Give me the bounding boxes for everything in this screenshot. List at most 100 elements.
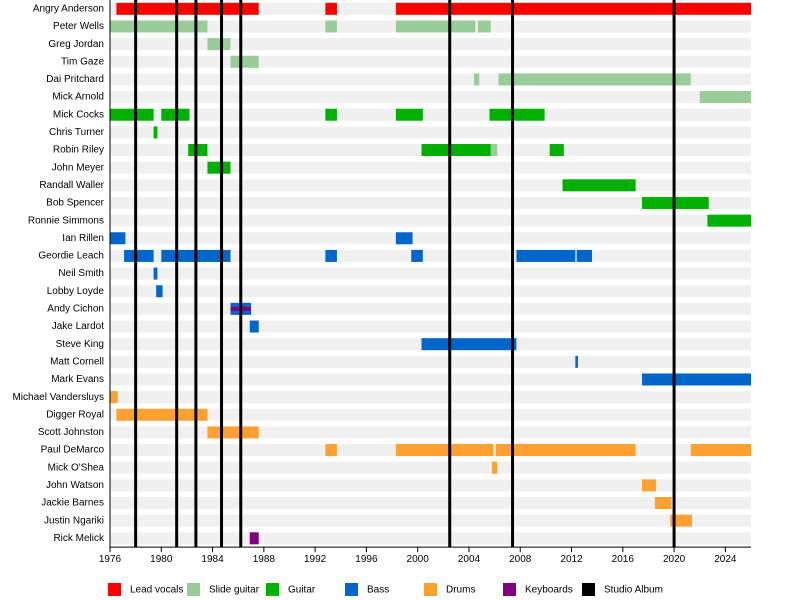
y-tick-label: Andy Cichon <box>47 304 104 315</box>
y-tick-label: Michael Vandersluys <box>12 392 104 403</box>
legend-label: Bass <box>367 585 389 596</box>
legend-swatch <box>424 583 437 596</box>
row-band <box>110 461 751 474</box>
row-band <box>110 514 751 527</box>
span-bar <box>421 338 517 351</box>
span-bar <box>325 20 337 33</box>
y-tick-label: Rick Melick <box>53 533 105 544</box>
y-tick-label: Neil Smith <box>58 268 104 279</box>
x-tick-label: 1980 <box>150 554 173 565</box>
y-tick-label: Geordie Leach <box>38 251 104 262</box>
span-bar <box>642 373 751 386</box>
span-bar <box>516 249 576 262</box>
y-tick-label: Ian Rillen <box>62 233 104 244</box>
span-bar <box>325 108 337 121</box>
span-bar <box>110 108 154 121</box>
span-bar <box>549 144 564 157</box>
legend-swatch <box>187 583 200 596</box>
span-bar <box>325 2 337 15</box>
x-tick-label: 1992 <box>304 554 327 565</box>
y-tick-label: Randall Waller <box>39 180 104 191</box>
legend-swatch <box>345 583 358 596</box>
row-band <box>110 320 751 333</box>
span-bar <box>110 391 118 404</box>
span-bar <box>188 144 208 157</box>
row-band <box>110 479 751 492</box>
y-tick-label: Robin Riley <box>53 145 104 156</box>
span-bar <box>492 461 498 474</box>
y-tick-label: Mick O'Shea <box>48 462 105 473</box>
row-band <box>110 38 751 51</box>
span-bar <box>654 497 672 510</box>
row-band <box>110 232 751 245</box>
y-tick-label: Mick Arnold <box>52 92 104 103</box>
span-bar <box>490 144 498 157</box>
span-bar <box>110 20 208 33</box>
x-tick-label: 2004 <box>458 554 481 565</box>
row-band <box>110 302 751 315</box>
row-band <box>110 355 751 368</box>
span-bar <box>495 444 636 457</box>
legend-label: Drums <box>446 585 475 596</box>
span-bar <box>699 91 751 104</box>
row-band <box>110 267 751 280</box>
y-tick-label: Paul DeMarco <box>41 445 105 456</box>
row-band <box>110 179 751 192</box>
span-bar <box>707 214 751 227</box>
x-tick-label: 2008 <box>509 554 532 565</box>
x-tick-label: 2012 <box>560 554 583 565</box>
y-tick-label: Ronnie Simmons <box>28 215 104 226</box>
row-band <box>110 196 751 209</box>
y-tick-label: Jake Lardot <box>52 321 104 332</box>
x-tick-label: 1976 <box>99 554 122 565</box>
y-tick-label: Bob Spencer <box>46 198 104 209</box>
span-bar <box>153 267 158 280</box>
x-tick-label: 1988 <box>253 554 276 565</box>
span-bar <box>642 479 657 492</box>
y-tick-label: Mick Cocks <box>53 109 104 120</box>
span-bar <box>489 108 545 121</box>
row-band <box>110 249 751 262</box>
span-bar <box>575 355 578 368</box>
legend-label: Lead vocals <box>130 585 183 596</box>
y-tick-label: John Meyer <box>52 162 105 173</box>
y-tick-label: Mark Evans <box>51 374 104 385</box>
span-bar <box>156 285 163 298</box>
y-tick-label: Scott Johnston <box>38 427 104 438</box>
span-bar <box>116 2 259 15</box>
x-tick-label: 2024 <box>714 554 737 565</box>
span-bar <box>395 444 494 457</box>
span-bar <box>562 179 636 192</box>
span-bar <box>124 249 154 262</box>
y-tick-label: Angry Anderson <box>33 3 104 14</box>
legend-label: Guitar <box>288 585 316 596</box>
row-band <box>110 55 751 68</box>
legend-label: Slide guitar <box>209 585 260 596</box>
span-bar <box>249 532 259 545</box>
row-band <box>110 214 751 227</box>
span-bar <box>498 73 691 86</box>
legend-swatch <box>503 583 516 596</box>
legend-label: Keyboards <box>525 585 573 596</box>
span-bar <box>207 426 259 439</box>
span-bar <box>474 73 480 86</box>
span-bar <box>411 249 423 262</box>
x-tick-label: 1996 <box>355 554 378 565</box>
span-bar <box>670 514 693 527</box>
x-tick-label: 2020 <box>663 554 686 565</box>
row-band <box>110 161 751 174</box>
legend-swatch <box>266 583 279 596</box>
span-bar <box>249 320 259 333</box>
y-tick-label: Jackie Barnes <box>41 498 104 509</box>
y-tick-label: Steve King <box>56 339 104 350</box>
span-bar <box>395 20 476 33</box>
span-bar <box>395 2 751 15</box>
row-band <box>110 126 751 139</box>
span-bar <box>477 20 491 33</box>
span-bar <box>207 38 231 51</box>
row-band <box>110 391 751 404</box>
span-bar <box>153 126 158 139</box>
y-tick-label: John Watson <box>46 480 104 491</box>
span-bar <box>230 55 259 68</box>
x-tick-label: 1984 <box>201 554 224 565</box>
